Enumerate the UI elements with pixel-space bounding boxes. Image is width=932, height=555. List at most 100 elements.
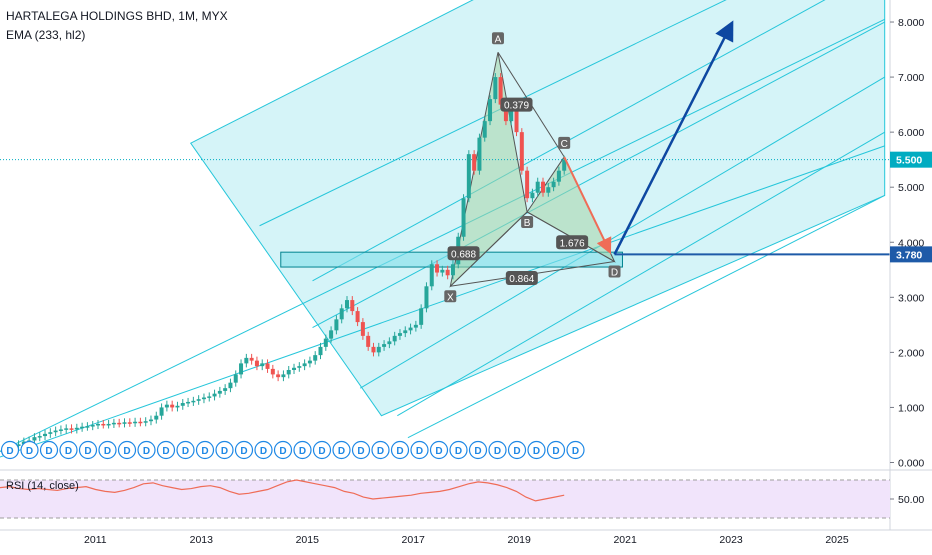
y-tick-label: 4.000	[898, 237, 924, 249]
dividend-marker	[39, 440, 59, 460]
candle	[64, 428, 69, 430]
dividend-marker	[59, 440, 78, 460]
dividend-marker	[273, 440, 293, 460]
y-tick-label: 0.000	[898, 457, 924, 469]
point-label-c: C	[561, 139, 568, 150]
candle	[143, 421, 148, 423]
y-tick-label: 6.000	[898, 127, 924, 139]
pattern-line-xb	[449, 211, 528, 287]
target-arrow	[613, 20, 734, 255]
candle	[186, 401, 191, 404]
rsi-label: RSI (14, close)	[6, 480, 79, 492]
ratio-label-bg-2	[447, 246, 480, 261]
candle	[164, 404, 169, 408]
x-tick-label: 2019	[507, 534, 531, 546]
ratio-label-2: 0.688	[451, 249, 476, 260]
candle	[498, 77, 503, 105]
candle	[440, 269, 445, 273]
candle	[270, 368, 275, 375]
candle	[228, 382, 233, 389]
dividend-marker-label: D	[435, 446, 442, 457]
candle	[541, 181, 546, 193]
dividend-marker-label: D	[552, 446, 559, 457]
dividend-marker-label: D	[377, 446, 384, 457]
rsi-tick-label: 50.00	[898, 494, 924, 506]
dividend-marker	[410, 440, 429, 460]
candle	[313, 355, 318, 361]
dividend-marker	[195, 440, 215, 460]
candle	[562, 159, 567, 171]
dividend-marker	[351, 440, 371, 460]
dividend-marker-label: D	[572, 446, 579, 457]
channel-line-1	[0, 145, 885, 458]
candle	[201, 397, 206, 400]
dividend-marker-label: D	[279, 446, 286, 457]
target-level-badge-label: 3.780	[896, 249, 922, 261]
candle	[461, 198, 466, 237]
dividend-marker-label: D	[182, 446, 189, 457]
dividend-marker-label: D	[26, 446, 33, 457]
dividend-marker-label: D	[6, 446, 13, 457]
candle	[514, 110, 519, 133]
candle	[503, 104, 508, 122]
x-tick-label: 2025	[825, 534, 849, 546]
candle	[281, 374, 286, 378]
channel-line-0	[0, 18, 885, 452]
dividend-marker-label: D	[260, 446, 267, 457]
ratio-label-bg-1	[556, 235, 589, 250]
candle	[445, 269, 450, 276]
dividend-marker-label: D	[162, 446, 169, 457]
dividend-marker-label: D	[123, 446, 130, 457]
y-tick-label: 2.000	[898, 347, 924, 359]
dividend-marker-label: D	[143, 446, 150, 457]
candle	[101, 423, 106, 426]
channel-line-2	[259, 0, 727, 227]
candle	[154, 415, 159, 420]
candle	[403, 330, 408, 334]
dividend-marker	[0, 440, 20, 460]
dividend-marker	[507, 440, 527, 460]
point-label-d: D	[611, 268, 618, 279]
dividend-marker	[449, 440, 468, 460]
candle	[488, 99, 493, 122]
chart-title: HARTALEGA HOLDINGS BHD, 1M, MYX	[6, 9, 228, 23]
dividend-marker-label: D	[338, 446, 345, 457]
dividend-marker	[137, 440, 156, 460]
indicator-label: EMA (233, hl2)	[6, 28, 86, 42]
candle	[376, 346, 381, 353]
candle	[223, 388, 228, 391]
rsi-band	[0, 480, 890, 518]
candle	[138, 421, 143, 424]
candle	[350, 300, 355, 312]
candle	[148, 419, 153, 422]
point-label-a: A	[495, 34, 502, 45]
candle	[334, 319, 339, 331]
dividend-marker-label: D	[84, 446, 91, 457]
dividend-marker	[215, 440, 234, 460]
candle	[344, 300, 349, 309]
candle	[519, 132, 524, 171]
dividend-marker-label: D	[513, 446, 520, 457]
x-tick-label: 2015	[296, 534, 320, 546]
candle	[191, 400, 196, 403]
dividend-marker	[156, 440, 176, 460]
dividend-marker	[566, 440, 585, 460]
target-level-badge	[890, 246, 932, 263]
candle	[32, 437, 37, 441]
candle	[371, 346, 376, 353]
dividend-marker-label: D	[240, 446, 247, 457]
candle	[366, 335, 371, 347]
candle	[53, 430, 58, 433]
candle	[74, 427, 79, 430]
dividend-marker-label: D	[201, 446, 208, 457]
candle	[556, 170, 561, 182]
projection-arrow	[563, 156, 612, 255]
candle	[265, 363, 270, 369]
candle	[85, 426, 90, 428]
candle	[16, 444, 21, 446]
x-tick-label: 2023	[719, 534, 743, 546]
candle	[429, 264, 434, 287]
dividend-marker-label: D	[474, 446, 481, 457]
